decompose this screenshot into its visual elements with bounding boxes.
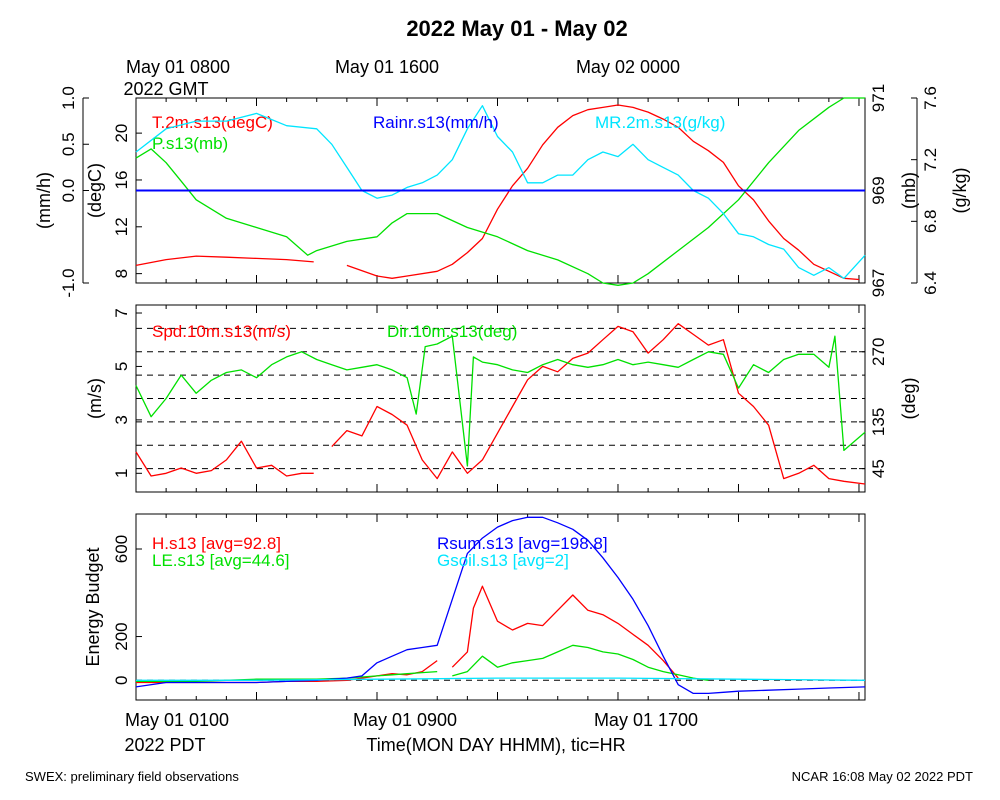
y-tick-label-left-inner: 8 <box>112 269 131 278</box>
y-tick-label-right: 270 <box>869 338 888 366</box>
y-axis-label-left: (m/s) <box>85 378 105 419</box>
footer-left: SWEX: preliminary field observations <box>25 769 239 784</box>
series-line-dir-10m-s13-deg <box>135 335 866 467</box>
top-time-sublabel: 2022 GMT <box>123 79 208 99</box>
top-time-label: May 01 0800 <box>126 57 230 77</box>
y-tick-label-left-outer: 0.5 <box>59 132 78 156</box>
chart-title: 2022 May 01 - May 02 <box>406 16 627 41</box>
y-tick-label-left-outer: 0.0 <box>59 179 78 203</box>
y-tick-label-left-inner: 20 <box>112 124 131 143</box>
legend-p-s13-mb: P.s13(mb) <box>152 134 228 153</box>
panels: -1.0 0.0 0.5 1.0 (mm/h) 8 12 16 20 (degC) 967 969 97… <box>34 57 970 755</box>
legend-le-s13-avg-44-6: LE.s13 [avg=44.6] <box>152 551 290 570</box>
y-tick-label-right: 135 <box>869 408 888 436</box>
legend-rsum-s13-avg-198-8: Rsum.s13 [avg=198.8] <box>437 534 608 553</box>
y-axis-label-left-outer: (mm/h) <box>34 172 54 229</box>
y-tick-label-left: 7 <box>112 308 131 317</box>
y-tick-label-left-outer: 1.0 <box>59 86 78 110</box>
y-tick-label-right-outer: 6.4 <box>921 271 940 295</box>
series-line-spd-10m-s13-m-s <box>135 323 866 485</box>
y-tick-label-right-inner: 969 <box>869 176 888 204</box>
panel-thermo: -1.0 0.0 0.5 1.0 (mm/h) 8 12 16 20 (degC) 967 969 97… <box>34 84 970 298</box>
y-tick-label-right-inner: 967 <box>869 269 888 297</box>
legend-gsoil-s13-avg-2: Gsoil.s13 [avg=2] <box>437 551 569 570</box>
y-tick-label-right: 45 <box>869 459 888 478</box>
x-axis-label: Time(MON DAY HHMM), tic=HR <box>366 735 625 755</box>
y-tick-label-right-inner: 971 <box>869 84 888 112</box>
legend-rainr-s13-mm-h: Rainr.s13(mm/h) <box>373 113 499 132</box>
y-tick-label-left: 1 <box>112 469 131 478</box>
bottom-time-label: May 01 0900 <box>353 710 457 730</box>
y-tick-label-left: 5 <box>112 362 131 371</box>
y-tick-label-right-outer: 7.6 <box>921 86 940 110</box>
top-time-label: May 02 0000 <box>576 57 680 77</box>
y-tick-label-left: 0 <box>112 676 131 685</box>
y-tick-label-right-outer: 7.2 <box>921 148 940 172</box>
series-line-p-s13-mb <box>135 97 865 286</box>
top-time-label: May 01 1600 <box>335 57 439 77</box>
panel-energy: 0 200 600 Energy Budget H.s13 [avg=92.8]LE.s… <box>83 513 866 701</box>
y-tick-label-left: 200 <box>112 622 131 650</box>
y-tick-label-left: 600 <box>112 535 131 563</box>
y-axis-label-left-inner: (degC) <box>85 163 105 218</box>
legend-h-s13-avg-92-8: H.s13 [avg=92.8] <box>152 534 281 553</box>
legend-dir-10m-s13-deg: Dir.10m.s13(deg) <box>387 322 517 341</box>
y-axis-label-right-outer: (g/kg) <box>950 167 970 213</box>
footer-right: NCAR 16:08 May 02 2022 PDT <box>792 769 973 784</box>
series-line-le-s13-avg-44-6 <box>136 644 709 683</box>
series-line-t-2m-s13-degc <box>135 104 860 281</box>
series-line-mr-2m-s13-g-kg <box>135 105 866 280</box>
legend-spd-10m-s13-m-s: Spd.10m.s13(m/s) <box>152 322 291 341</box>
bottom-time-sublabel: 2022 PDT <box>124 735 205 755</box>
bottom-time-label: May 01 0100 <box>125 710 229 730</box>
y-axis-label-right-inner: (mb) <box>899 172 919 209</box>
series-line-h-s13-avg-92-8 <box>136 585 679 684</box>
y-tick-label-right-outer: 6.8 <box>921 210 940 234</box>
y-tick-label-left-inner: 16 <box>112 171 131 190</box>
plot-frame-energy <box>135 513 866 701</box>
y-axis-label-right: (deg) <box>899 377 919 419</box>
series-line-gsoil-s13-avg-2 <box>136 677 866 681</box>
legend-t-2m-s13-degc: T.2m.s13(degC) <box>152 113 273 132</box>
bottom-time-label: May 01 1700 <box>594 710 698 730</box>
legend-mr-2m-s13-g-kg: MR.2m.s13(g/kg) <box>595 113 725 132</box>
y-tick-label-left: 3 <box>112 415 131 424</box>
y-axis-label-left: Energy Budget <box>83 547 103 666</box>
y-tick-label-left-outer: -1.0 <box>59 268 78 297</box>
y-tick-label-left-inner: 12 <box>112 217 131 236</box>
